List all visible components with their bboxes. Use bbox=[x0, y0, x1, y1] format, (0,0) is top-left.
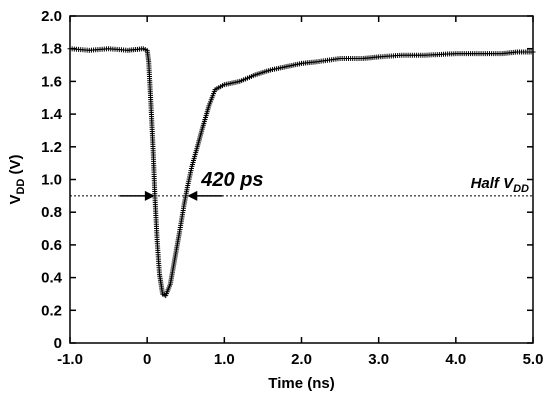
y-tick-label: 1.4 bbox=[41, 106, 63, 123]
y-axis-title: VDD (V) bbox=[7, 154, 27, 204]
axis-ticks: -1.0 0 1.0 2.0 3.0 4.0 5.000.20.40.60.81.01.21… bbox=[41, 8, 543, 368]
y-tick-label: 1.8 bbox=[41, 41, 62, 58]
right-arrow-head bbox=[187, 190, 198, 201]
half-vdd-label: Half VDD bbox=[471, 175, 529, 195]
y-tick-label: 2.0 bbox=[41, 8, 62, 25]
y-tick-label: 0.4 bbox=[41, 270, 63, 287]
x-tick-label: 5.0 bbox=[523, 351, 544, 368]
x-axis-title: Time (ns) bbox=[268, 375, 334, 392]
y-tick-label: 1.0 bbox=[41, 172, 62, 189]
x-tick-label: -1.0 bbox=[57, 351, 83, 368]
y-tick-label: 0.2 bbox=[41, 302, 62, 319]
y-tick-label: 0.6 bbox=[41, 237, 62, 254]
width-annotation-arrows bbox=[119, 190, 223, 201]
y-tick-label: 1.2 bbox=[41, 139, 62, 156]
x-tick-label: 3.0 bbox=[368, 351, 389, 368]
y-tick-label: 0.8 bbox=[41, 204, 62, 221]
x-tick-label: 4.0 bbox=[445, 351, 466, 368]
left-arrow-head bbox=[144, 190, 155, 201]
y-tick-label: 0 bbox=[54, 335, 62, 352]
x-tick-label: 1.0 bbox=[214, 351, 235, 368]
series-layer bbox=[67, 46, 536, 299]
y-tick-label: 1.6 bbox=[41, 73, 62, 90]
pulse-width-annotation: 420 ps bbox=[200, 169, 263, 191]
x-tick-label: 0 bbox=[143, 351, 151, 368]
x-tick-label: 2.0 bbox=[291, 351, 312, 368]
